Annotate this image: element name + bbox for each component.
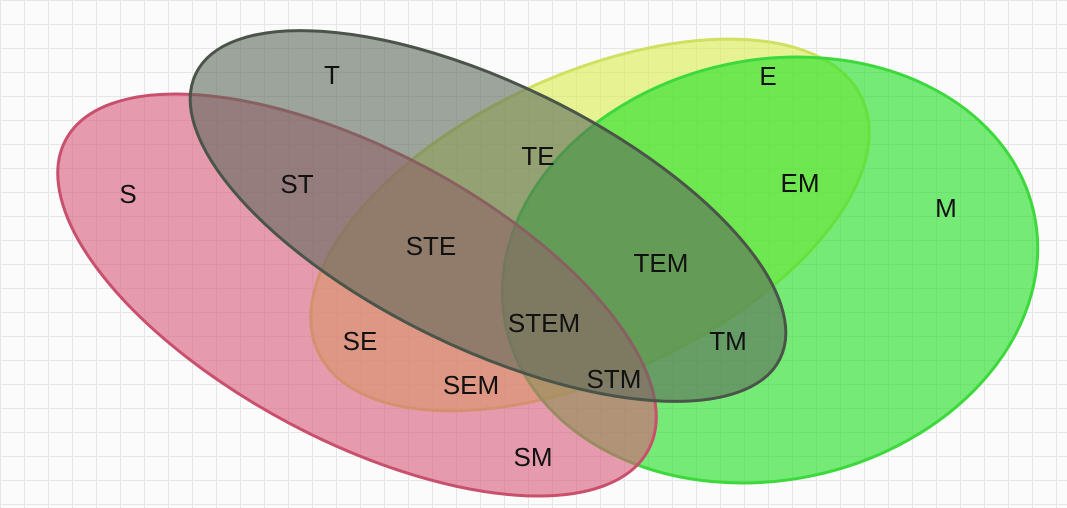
label-em: EM xyxy=(781,168,820,198)
label-tm: TM xyxy=(709,326,747,356)
set-t-ellipse xyxy=(188,29,788,403)
label-ste: STE xyxy=(406,231,457,261)
label-e: E xyxy=(759,61,776,91)
label-sem: SEM xyxy=(443,370,499,400)
label-stm: STM xyxy=(587,364,642,394)
label-tem: TEM xyxy=(634,248,689,278)
label-m: M xyxy=(935,193,957,223)
label-stem: STEM xyxy=(508,308,580,338)
label-sm: SM xyxy=(514,442,553,472)
label-te: TE xyxy=(521,141,554,171)
label-st: ST xyxy=(280,169,313,199)
label-se: SE xyxy=(343,326,378,356)
label-t: T xyxy=(324,60,340,90)
label-s: S xyxy=(119,179,136,209)
